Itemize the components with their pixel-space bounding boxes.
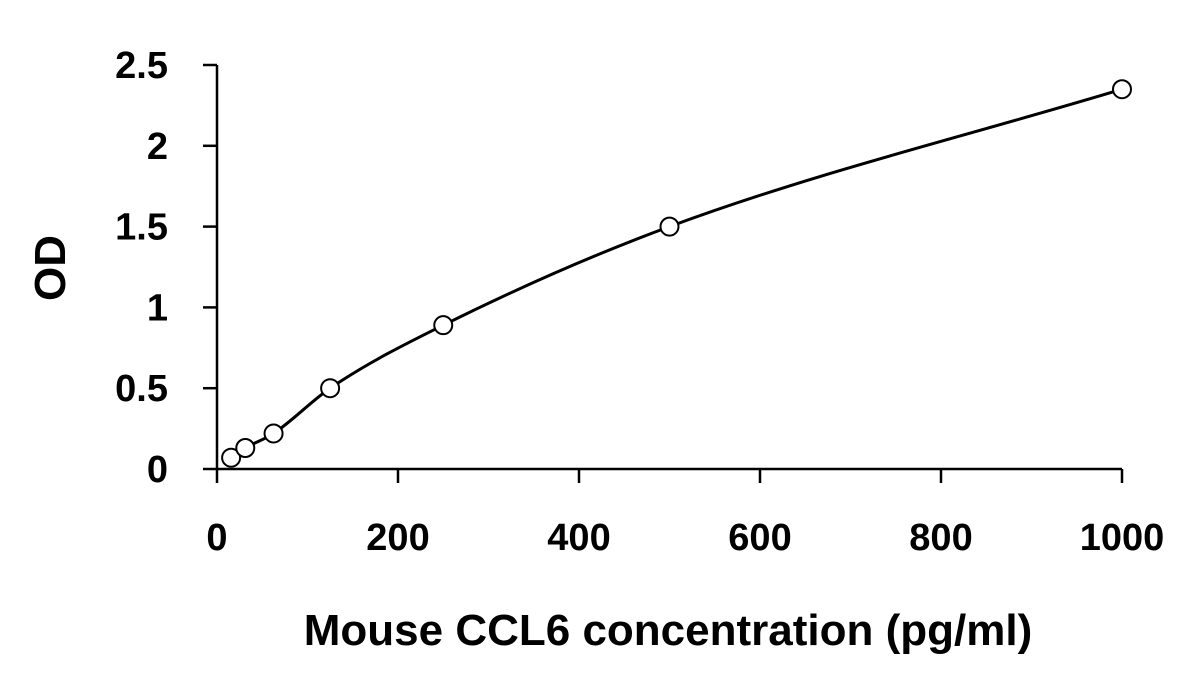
y-axis-ticks: 0 0.5 1 1.5 2 2.5	[115, 45, 217, 491]
data-point	[235, 437, 256, 458]
y-tick-label: 1	[147, 287, 168, 329]
x-axis-ticks: 0 200 400 600 800 1000	[206, 469, 1164, 559]
data-point	[659, 216, 680, 237]
data-points	[221, 79, 1132, 468]
x-tick-label: 1000	[1080, 517, 1165, 559]
x-tick-label: 0	[206, 517, 227, 559]
x-axis-title: Mouse CCL6 concentration (pg/ml)	[304, 606, 1032, 655]
data-point	[221, 447, 242, 468]
fit-curve-line	[230, 87, 1123, 459]
y-axis-title: OD	[26, 235, 75, 301]
data-point	[263, 423, 284, 444]
y-tick-label: 2.5	[115, 45, 168, 87]
data-point	[1112, 79, 1132, 100]
x-tick-label: 200	[366, 517, 429, 559]
x-tick-label: 600	[728, 517, 791, 559]
y-tick-label: 0	[147, 449, 168, 491]
y-tick-label: 2	[147, 126, 168, 168]
y-tick-label: 0.5	[115, 368, 168, 410]
data-point	[320, 378, 341, 399]
y-tick-label: 1.5	[115, 207, 168, 249]
x-tick-label: 400	[547, 517, 610, 559]
x-tick-label: 800	[909, 517, 972, 559]
data-point	[433, 315, 454, 336]
